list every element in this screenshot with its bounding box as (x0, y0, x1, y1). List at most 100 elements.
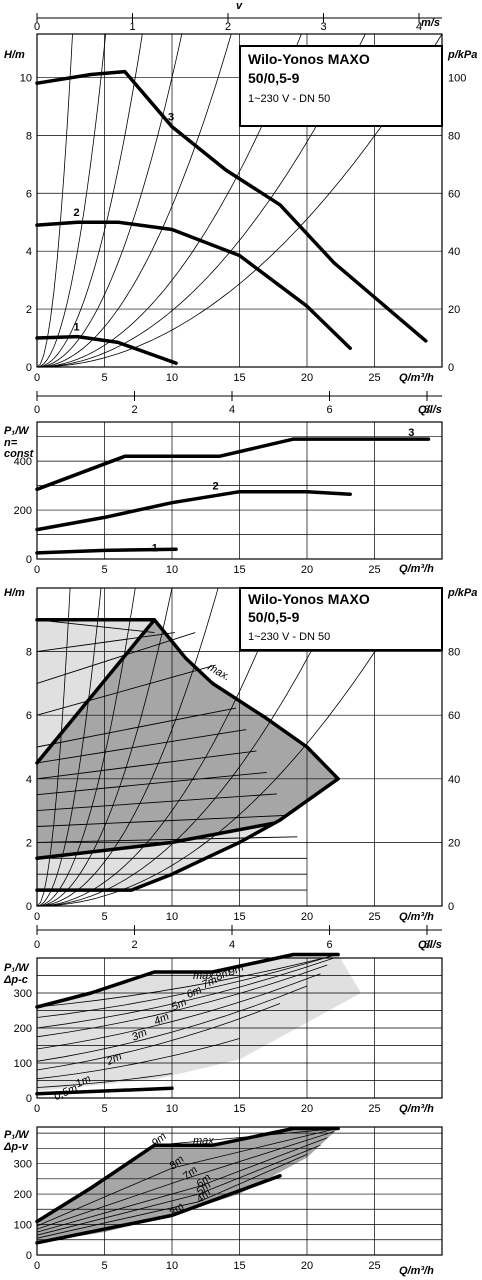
power-n-const-y-ticks: 0 200 400 (14, 456, 32, 566)
dpv-curves (35, 1126, 340, 1245)
dpv-fill (37, 1128, 339, 1243)
y-tick-label: 300 (14, 988, 32, 1000)
product-name: Wilo-Yonos MAXO (248, 51, 370, 67)
dpc-curve-label: 4m (152, 1011, 171, 1028)
setpoint-line (36, 632, 196, 684)
head-curve-label: 3 (168, 112, 174, 124)
dpc-curve-label: 8m (214, 966, 233, 983)
control-y-ticks: 0 2 4 6 8 (26, 647, 32, 913)
control-product-model: 50/0,5-9 (248, 609, 300, 625)
x-tick-label: 0 (34, 911, 40, 923)
x-tick-label: 10 (166, 1103, 178, 1115)
y-tick-label: 400 (14, 456, 32, 468)
x-tick-label: 0 (34, 1103, 40, 1115)
x-tick-label: 25 (368, 372, 380, 384)
y-tick-label: 200 (14, 505, 32, 517)
setpoint-line (36, 814, 288, 827)
system-curve (36, 587, 284, 907)
y-tick-label: 2 (26, 837, 32, 849)
dpc-flow-ls-axis-ticks: 0 2 4 6 8 (34, 925, 430, 951)
power-n-const-panel: 0 2 4 6 8 Q/l/s P₁/W n= const 0 200 400 0 5 10 15… (4, 391, 443, 576)
dpv-mode-label: Δp-v (3, 1141, 29, 1153)
y-tick-label: 0 (26, 1250, 32, 1262)
setpoint-line (36, 729, 247, 764)
system-curve (36, 33, 183, 368)
setpoint-line (36, 619, 155, 633)
dpc-max-curve (35, 952, 340, 1009)
system-curve (36, 33, 232, 368)
dpv-curve-4m (36, 1154, 308, 1239)
dpv-flow-axis-label: Q/m³/h (399, 1265, 434, 1277)
velocity-axis-ticks: 0 1 2 3 4 (34, 13, 422, 33)
dpc-flow-ls-axis-label: Q/l/s (418, 939, 442, 951)
dpc-curve-9m (36, 954, 339, 1008)
x-tick-label: 20 (301, 1103, 313, 1115)
power-n-const-flow-label: Q/m³/h (399, 563, 434, 575)
product-rating: 1~230 V - DN 50 (248, 93, 330, 105)
dpv-operating-area (37, 1128, 339, 1243)
dpv-min-curve (35, 821, 276, 861)
power-n-const-grid (37, 422, 442, 559)
dpv-y-ticks: 0 100 200 300 (14, 1159, 32, 1262)
control-range-system-curves (36, 587, 416, 907)
power-curve-label: 2 (213, 481, 219, 493)
head-plot-frame (36, 33, 443, 368)
dpc-grid (37, 958, 442, 1098)
head-curve-label: 1 (74, 322, 80, 334)
power-axis-label: P₁/W (4, 425, 30, 437)
dpc-x-ticks: 0 5 10 15 20 25 (34, 1103, 381, 1115)
setpoint-line (36, 664, 216, 716)
dpv-curve-6m (36, 1137, 328, 1233)
x-tick-label: 10 (166, 372, 178, 384)
x-tick-label: 15 (233, 1103, 245, 1115)
n-const-label-2: const (4, 448, 35, 460)
dpc-curve-5m (36, 973, 321, 1050)
power-dp-c-panel: 0 2 4 6 8 Q/l/s P₁/W Δp-c 0 100 200 300 0 5 10 15 2… (3, 925, 443, 1115)
y2-tick-label: 60 (448, 710, 460, 722)
pressure-y-ticks: 0 20 40 60 80 100 (448, 72, 466, 374)
y2-tick-label: 20 (448, 304, 460, 316)
y-tick-label: 8 (26, 647, 32, 659)
system-curve (37, 587, 344, 907)
system-curve (36, 587, 219, 907)
dpv-grid (37, 1127, 442, 1255)
velocity-unit-label: m/s (421, 17, 440, 29)
control-head-axis-label: H/m (4, 587, 25, 599)
x-tick-label: 25 (368, 1260, 380, 1272)
system-curve (36, 33, 73, 368)
dpc-power-axis-label: P₁/W (4, 962, 30, 974)
setpoint-line (36, 632, 175, 653)
flow-ls-axis-ticks: 0 2 4 6 8 (34, 391, 430, 416)
velocity-tick-label: 0 (34, 21, 40, 33)
control-range-panel: H/m p/kPa 0 2 4 6 8 0 20 40 60 80 0 5 10 15 20 25 Q/m… (4, 587, 477, 923)
dpc-flow-axis-label: Q/m³/h (399, 1103, 434, 1115)
power-dp-v-panel: P₁/W Δp-v 0 100 200 300 0 5 10 15 20 25 Q/m³/h m… (3, 1126, 443, 1277)
x-tick-label: 5 (101, 1260, 107, 1272)
power-n-const-curves (35, 437, 431, 555)
control-range-curves (35, 618, 340, 892)
flow-ls-tick-label: 8 (424, 404, 430, 416)
x-tick-label: 25 (368, 1103, 380, 1115)
y2-tick-label: 40 (448, 774, 460, 786)
x-tick-label: 0 (34, 1260, 40, 1272)
head-curve-label: 2 (74, 207, 80, 219)
y-tick-label: 200 (14, 1189, 32, 1201)
y-tick-label: 100 (14, 1058, 32, 1070)
dpc-curves (35, 952, 340, 1096)
velocity-tick-label: 4 (416, 21, 422, 33)
system-curve (36, 587, 136, 907)
x-tick-label: 20 (301, 911, 313, 923)
product-info-box (239, 45, 443, 127)
y-tick-label: 6 (26, 188, 32, 200)
control-product-box (239, 587, 443, 651)
velocity-tick-label: 2 (225, 21, 231, 33)
dpc-min-curve (35, 1086, 174, 1096)
dpc-curve-8m (36, 954, 337, 1018)
power-curve-1 (35, 547, 178, 555)
power-curve-label: 3 (408, 427, 414, 439)
dpc-curve-label: 5m (170, 996, 189, 1013)
dpc-flow-ls-tick-label: 4 (229, 939, 235, 951)
min-curve (35, 777, 340, 892)
